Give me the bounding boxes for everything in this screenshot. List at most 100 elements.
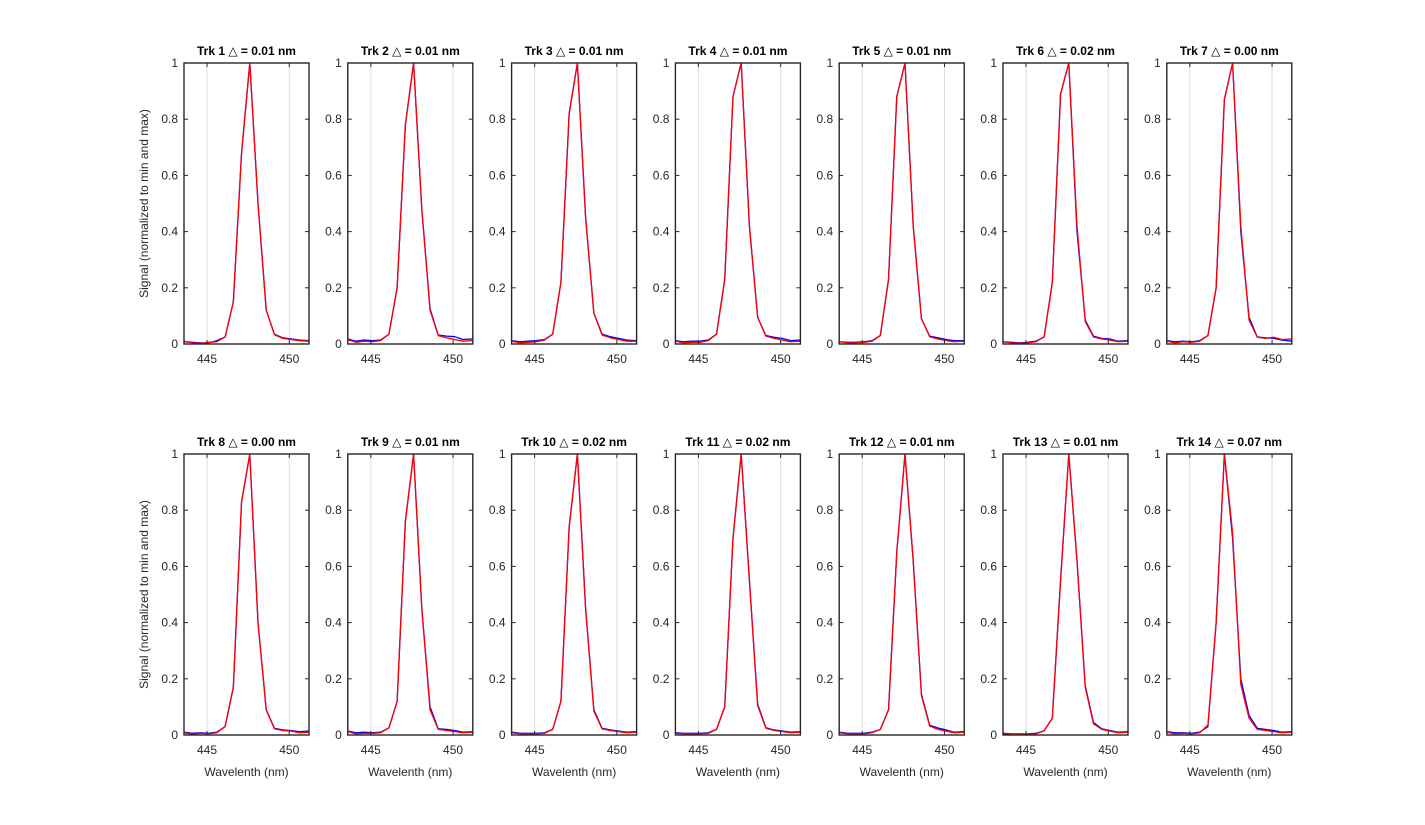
y-tick-label: 0 [171, 728, 178, 742]
x-tick-label: 450 [1262, 743, 1282, 757]
y-tick-label: 0 [1154, 728, 1161, 742]
y-tick-label: 0.2 [653, 281, 670, 295]
x-tick-label: 450 [279, 743, 299, 757]
panel-5: 0 0.2 0.4 0.6 0.8 1 445 450 Trk 5 △ = 0.01 nm [817, 44, 965, 366]
y-tick-label: 0.6 [817, 168, 834, 182]
plot-area [184, 454, 309, 735]
panel-title: Trk 1 △ = 0.01 nm [197, 44, 296, 58]
panel-14: 0 0.2 0.4 0.6 0.8 1 445 450 Trk 14 △ = 0.07 nm Wa… [1144, 435, 1293, 779]
y-tick-label: 0.8 [325, 503, 342, 517]
series-line-2 [839, 453, 965, 735]
plot-area [675, 454, 801, 735]
panel-9: 0 0.2 0.4 0.6 0.8 1 445 450 Trk 9 △ = 0.01 nm Wav… [325, 435, 474, 779]
y-tick-label: 0.8 [489, 503, 506, 517]
axes-box [1166, 453, 1293, 736]
y-tick-label: 1 [171, 56, 178, 70]
x-tick-label: 445 [1016, 743, 1036, 757]
y-tick-label: 0.4 [1144, 225, 1161, 239]
x-tick-label: 450 [1098, 352, 1118, 366]
panel-13: 0 0.2 0.4 0.6 0.8 1 445 450 Trk 13 △ = 0.01 nm Wa… [980, 435, 1129, 779]
y-tick-label: 0.4 [489, 616, 506, 630]
y-tick-label: 0.8 [1144, 112, 1161, 126]
y-tick-label: 1 [1154, 56, 1161, 70]
y-tick-label: 0.6 [980, 559, 997, 573]
axes-box [183, 62, 310, 345]
panel-2: 0 0.2 0.4 0.6 0.8 1 445 450 Trk 2 △ = 0.01 nm [325, 44, 474, 366]
y-tick-label: 0.6 [489, 168, 506, 182]
x-axis-label: Wavelenth (nm) [1023, 765, 1107, 779]
panel-3: 0 0.2 0.4 0.6 0.8 1 445 450 Trk 3 △ = 0.01 nm [489, 44, 638, 366]
axes-box [1002, 453, 1129, 736]
y-tick-label: 0.2 [161, 672, 178, 686]
panel-title: Trk 10 △ = 0.02 nm [521, 435, 627, 449]
series-line-2 [183, 62, 310, 345]
series-line-2 [347, 62, 473, 343]
x-tick-label: 450 [607, 743, 627, 757]
x-tick-label: 445 [688, 352, 708, 366]
plot-area [347, 454, 473, 735]
axes-box [510, 453, 638, 736]
y-tick-label: 0.2 [1144, 281, 1161, 295]
series-line-2 [839, 62, 965, 344]
x-tick-label: 445 [361, 743, 381, 757]
panel-11: 0 0.2 0.4 0.6 0.8 1 445 450 Trk 11 △ = 0.02 nm Wa… [653, 435, 802, 779]
y-tick-label: 0.8 [1144, 503, 1161, 517]
series-line-2 [675, 62, 801, 344]
plot-area [347, 63, 473, 344]
y-tick-label: 1 [499, 447, 506, 461]
y-tick-label: 0.6 [489, 559, 506, 573]
panel-6: 0 0.2 0.4 0.6 0.8 1 445 450 Trk 6 △ = 0.02 nm [980, 44, 1129, 366]
series-line-2 [183, 453, 310, 736]
x-tick-label: 445 [1016, 352, 1036, 366]
y-tick-label: 0.6 [325, 168, 342, 182]
panel-title: Trk 2 △ = 0.01 nm [361, 44, 460, 58]
panel-8: 0 0.2 0.4 0.6 0.8 1 445 450 Trk 8 △ = 0.00 nm Sig… [137, 435, 310, 779]
panel-1: 0 0.2 0.4 0.6 0.8 1 445 450 Trk 1 △ = 0.01 nm Sig… [137, 44, 310, 366]
axes-box [1002, 62, 1129, 345]
axes-box [674, 453, 802, 736]
y-tick-label: 0.6 [1144, 559, 1161, 573]
y-tick-label: 0.2 [817, 281, 834, 295]
panel-title: Trk 4 △ = 0.01 nm [688, 44, 787, 58]
x-tick-label: 450 [771, 743, 791, 757]
y-tick-label: 0.8 [325, 112, 342, 126]
x-tick-label: 450 [934, 352, 954, 366]
axes-box [347, 453, 474, 736]
axes-box [838, 62, 965, 345]
y-tick-label: 0.2 [817, 672, 834, 686]
y-tick-label: 0.6 [161, 559, 178, 573]
plot-area [511, 63, 637, 344]
y-tick-label: 0.4 [325, 616, 342, 630]
plot-area [1003, 63, 1128, 344]
y-tick-label: 0.8 [161, 112, 178, 126]
y-tick-label: 0.2 [325, 281, 342, 295]
panel-12: 0 0.2 0.4 0.6 0.8 1 445 450 Trk 12 △ = 0.01 nm Wa… [817, 435, 965, 779]
y-tick-label: 1 [663, 447, 670, 461]
panel-title: Trk 7 △ = 0.00 nm [1180, 44, 1279, 58]
y-tick-label: 0.2 [161, 281, 178, 295]
y-tick-label: 1 [663, 56, 670, 70]
x-tick-label: 450 [443, 352, 463, 366]
series-line-2 [675, 453, 801, 735]
plot-area [839, 63, 965, 344]
axes-box [1166, 62, 1293, 345]
y-tick-label: 0 [1154, 337, 1161, 351]
x-tick-label: 450 [934, 743, 954, 757]
y-tick-label: 0.2 [653, 672, 670, 686]
x-tick-label: 445 [852, 743, 872, 757]
y-tick-label: 1 [1154, 447, 1161, 461]
series-line-2 [347, 453, 473, 735]
x-tick-label: 450 [607, 352, 627, 366]
axes-box [183, 453, 310, 736]
plot-area [675, 63, 801, 344]
y-tick-label: 0.8 [980, 503, 997, 517]
y-tick-label: 0.2 [489, 672, 506, 686]
plot-area [184, 63, 309, 344]
series-line-2 [1166, 453, 1292, 735]
y-tick-label: 0.6 [653, 559, 670, 573]
y-tick-label: 0 [663, 728, 670, 742]
axes-box [674, 62, 802, 345]
y-tick-label: 0.4 [325, 225, 342, 239]
y-tick-label: 0.4 [1144, 616, 1161, 630]
y-tick-label: 1 [335, 56, 342, 70]
